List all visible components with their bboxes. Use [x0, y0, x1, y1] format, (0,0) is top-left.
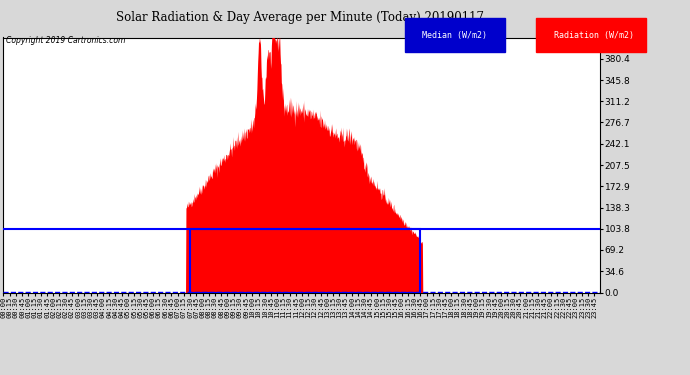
Text: Median (W/m2): Median (W/m2): [417, 31, 493, 40]
Text: Solar Radiation & Day Average per Minute (Today) 20190117: Solar Radiation & Day Average per Minute…: [116, 11, 484, 24]
Bar: [190, 229, 420, 292]
Text: Radiation (W/m2): Radiation (W/m2): [549, 31, 633, 40]
Text: Copyright 2019 Cartronics.com: Copyright 2019 Cartronics.com: [6, 36, 125, 45]
